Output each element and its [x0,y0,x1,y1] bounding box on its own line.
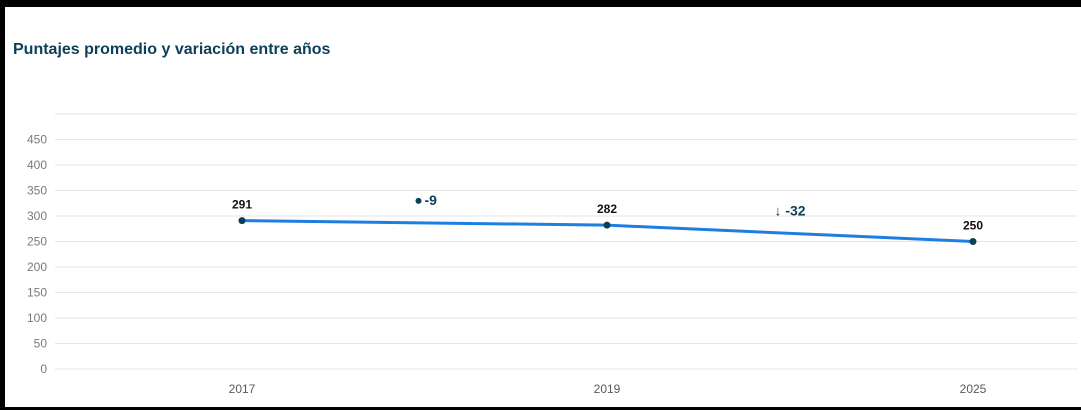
y-tick-label: 250 [27,235,47,249]
data-label: 250 [963,219,983,233]
line-chart: 0 50 100 150 200 250 300 350 400 450 2017 2019 2025… [27,113,1077,396]
data-label: 291 [232,198,252,212]
y-tick-label: 200 [27,260,47,274]
y-tick-label: 0 [40,362,47,376]
chart-title: Puntajes promedio y variación entre años [13,41,331,58]
y-tick-label: 50 [34,337,48,351]
y-tick-label: 450 [27,133,47,147]
y-tick-label: 100 [27,311,47,325]
x-tick-label: 2017 [229,382,256,396]
data-labels: 291 282 250 [232,198,983,233]
data-point [238,217,246,225]
y-tick-label: 150 [27,286,47,300]
y-tick-label: 400 [27,158,47,172]
data-label: 282 [597,202,617,216]
variation-label: ↓ -32 [774,202,805,218]
data-point [969,238,977,245]
x-tick-label: 2025 [960,382,987,396]
x-axis: 2017 2019 2025 [229,382,987,396]
x-tick-label: 2019 [594,382,621,396]
y-tick-label: 350 [27,184,47,198]
data-point [603,221,611,229]
dot-icon [415,197,422,204]
y-axis: 0 50 100 150 200 250 300 350 400 450 [27,133,47,377]
variation-label: -9 [425,192,438,208]
y-tick-label: 300 [27,209,47,223]
data-points [238,217,977,245]
gridlines [55,113,1077,370]
variation-annotations: -9 ↓ -32 [415,192,806,218]
